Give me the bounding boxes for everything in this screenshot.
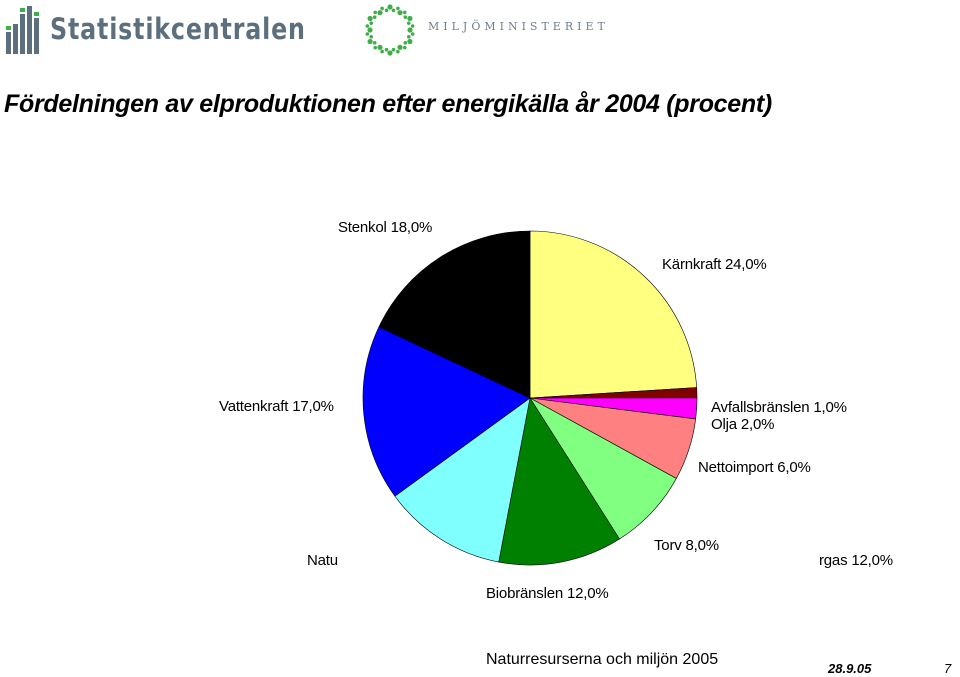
- slice-label-biobranslen: Biobränslen 12,0%: [486, 585, 609, 602]
- page-number: 7: [944, 661, 952, 676]
- miljoministeriet-name: MILJÖMINISTERIET: [428, 20, 609, 33]
- slice-label-naturgas-left: Natu: [307, 552, 338, 569]
- slice-label-stenkol: Stenkol 18,0%: [338, 219, 433, 236]
- chart-title: Fördelningen av elproduktionen efter ene…: [4, 90, 772, 118]
- slice-label-torv: Torv 8,0%: [654, 537, 719, 554]
- statistikcentralen-logo-icon: [6, 6, 39, 54]
- slice-label-naturgas-right: rgas 12,0%: [819, 552, 893, 569]
- miljoministeriet-logo-icon: [365, 4, 415, 56]
- slice-label-karnkraft: Kärnkraft 24,0%: [662, 256, 767, 273]
- slice-label-nettoimport: Nettoimport 6,0%: [698, 459, 811, 476]
- footer-text: Naturresurserna och miljön 2005: [486, 651, 719, 668]
- pie-slice-naturgas: [394, 397, 531, 563]
- slice-label-avfallsbranslen: Avfallsbränslen 1,0%: [711, 399, 847, 416]
- pie-slice-biobr-nslen: [498, 397, 620, 566]
- footer-date: 28.9.05: [828, 661, 872, 676]
- pie-slice-vattenkraft: [362, 326, 531, 497]
- pie-slice-stenkol: [378, 230, 531, 399]
- pie-slice-k-rnkraft: [529, 230, 697, 399]
- statistikcentralen-name: Statistikcentralen: [50, 12, 306, 46]
- slice-label-vattenkraft: Vattenkraft 17,0%: [219, 398, 334, 415]
- slice-label-olja: Olja 2,0%: [711, 416, 775, 433]
